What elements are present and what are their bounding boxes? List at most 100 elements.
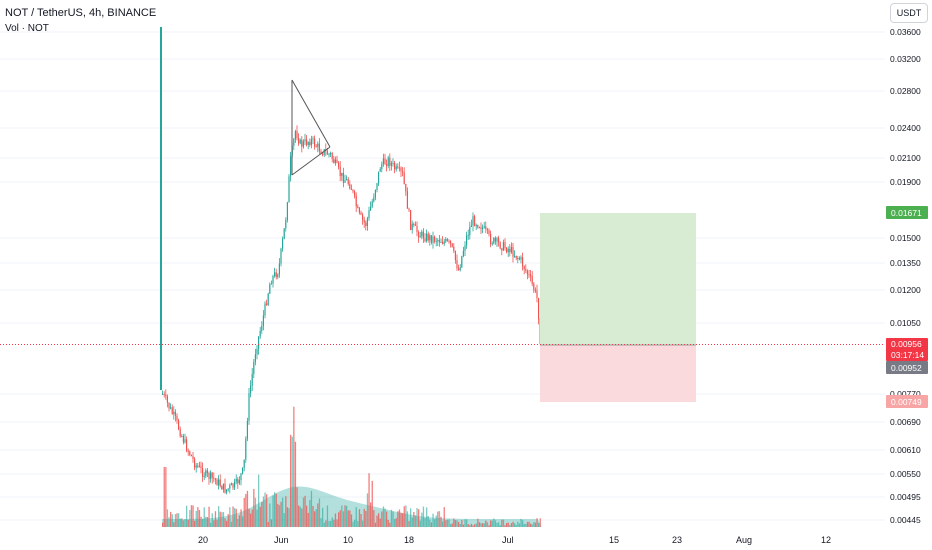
volume-bar bbox=[358, 509, 361, 527]
candle-body bbox=[506, 247, 508, 253]
candle-body bbox=[528, 274, 530, 276]
candle-body bbox=[523, 266, 525, 270]
candle-body bbox=[280, 248, 282, 264]
candlesticks bbox=[160, 27, 541, 495]
candle-body bbox=[309, 142, 311, 146]
volume-bar bbox=[342, 511, 345, 527]
volume-bar bbox=[245, 494, 247, 527]
volume-bar bbox=[323, 522, 325, 527]
volume-bar bbox=[200, 516, 202, 527]
volume-bar bbox=[533, 522, 535, 527]
risk-reward-tool[interactable] bbox=[540, 213, 696, 402]
volume-bar bbox=[437, 511, 439, 527]
volume-bar bbox=[248, 508, 250, 527]
volume-bar bbox=[536, 518, 538, 527]
volume-bar bbox=[390, 509, 393, 527]
volume-bar bbox=[293, 406, 295, 527]
volume-indicator-label[interactable]: Vol · NOT bbox=[5, 23, 49, 34]
candle-body bbox=[349, 183, 351, 189]
candle-body bbox=[307, 142, 309, 145]
candle-body bbox=[258, 336, 260, 349]
volume-bar bbox=[315, 509, 317, 527]
volume-bar bbox=[258, 474, 260, 527]
candle-body bbox=[294, 131, 296, 140]
candle-body bbox=[277, 274, 279, 278]
volume-bar bbox=[192, 505, 194, 527]
volume-bar bbox=[365, 510, 367, 527]
svg-text:03:17:14: 03:17:14 bbox=[891, 350, 924, 360]
volume-bar bbox=[253, 488, 255, 527]
volume-bar bbox=[382, 506, 385, 527]
candle-body bbox=[413, 223, 415, 225]
candle-body bbox=[224, 483, 226, 493]
volume-bar bbox=[237, 518, 239, 527]
volume-bar bbox=[493, 518, 495, 527]
volume-bar bbox=[283, 513, 285, 527]
candle-body bbox=[462, 250, 464, 257]
candle-body bbox=[514, 255, 516, 257]
candle-body bbox=[453, 246, 455, 251]
currency-button[interactable]: USDT bbox=[890, 3, 928, 23]
candle-body bbox=[171, 407, 173, 414]
volume-bar bbox=[451, 523, 453, 527]
time-axis[interactable]: 20 Jun 10 18 Jul 15 23 Aug 12 bbox=[198, 535, 831, 545]
volume-bar bbox=[170, 511, 172, 527]
volume-bar bbox=[491, 520, 493, 527]
volume-bar bbox=[235, 508, 237, 527]
volume-bar bbox=[238, 515, 241, 527]
volume-bar bbox=[227, 514, 229, 527]
volume-bar bbox=[171, 514, 173, 527]
candle-body bbox=[317, 143, 319, 147]
target-zone[interactable] bbox=[540, 213, 696, 345]
volume-bar bbox=[538, 522, 540, 527]
volume-bar bbox=[381, 511, 383, 527]
candle-body bbox=[421, 231, 423, 237]
candle-body bbox=[398, 167, 400, 169]
candle-body bbox=[474, 216, 476, 227]
candle-body bbox=[342, 172, 344, 183]
volume-bar bbox=[178, 513, 180, 527]
volume-bar bbox=[206, 517, 209, 527]
candle-body bbox=[510, 246, 512, 253]
candle-body bbox=[360, 212, 362, 215]
candle-body bbox=[230, 483, 232, 486]
volume-bar bbox=[470, 523, 473, 527]
last-price-tag: 0.00956 03:17:14 bbox=[886, 338, 928, 361]
candle-body bbox=[442, 242, 444, 244]
candle-body bbox=[422, 231, 424, 239]
volume-bar bbox=[522, 520, 524, 527]
volume-bar bbox=[467, 524, 469, 527]
volume-bar bbox=[515, 524, 517, 527]
candle-body bbox=[386, 164, 388, 166]
candle-body bbox=[318, 143, 320, 152]
volume-bar bbox=[405, 505, 407, 527]
price-tick: 0.02400 bbox=[890, 123, 921, 133]
volume-bar bbox=[499, 525, 501, 527]
volume-bar bbox=[272, 495, 274, 527]
volume-bar bbox=[230, 521, 233, 527]
stop-zone[interactable] bbox=[540, 345, 696, 402]
candle-body bbox=[210, 472, 212, 480]
candle-body bbox=[533, 283, 535, 291]
candle-body bbox=[485, 226, 487, 230]
volume-bar bbox=[355, 507, 357, 527]
candle-body bbox=[206, 470, 208, 474]
time-tick: Jun bbox=[274, 535, 289, 545]
candle-body bbox=[515, 255, 517, 259]
volume-bar bbox=[349, 510, 351, 527]
candle-body bbox=[200, 466, 202, 469]
volume-bar bbox=[384, 508, 386, 527]
price-tags: 0.01671 0.00956 03:17:14 0.00952 0.00749 bbox=[886, 206, 928, 408]
candle-body bbox=[262, 315, 264, 326]
triangle-pattern[interactable] bbox=[291, 79, 331, 176]
candle-body bbox=[218, 479, 220, 486]
volume-bar bbox=[256, 509, 258, 527]
candle-body bbox=[389, 157, 391, 166]
volume-bar bbox=[262, 496, 265, 527]
price-axis[interactable]: 0.03600 0.03200 0.02800 0.02400 0.02100 … bbox=[890, 27, 921, 525]
volume-bar bbox=[386, 511, 388, 527]
candle-body bbox=[227, 488, 229, 490]
volume-bar bbox=[346, 505, 348, 527]
symbol-title[interactable]: NOT / TetherUS, 4h, BINANCE bbox=[5, 7, 157, 19]
